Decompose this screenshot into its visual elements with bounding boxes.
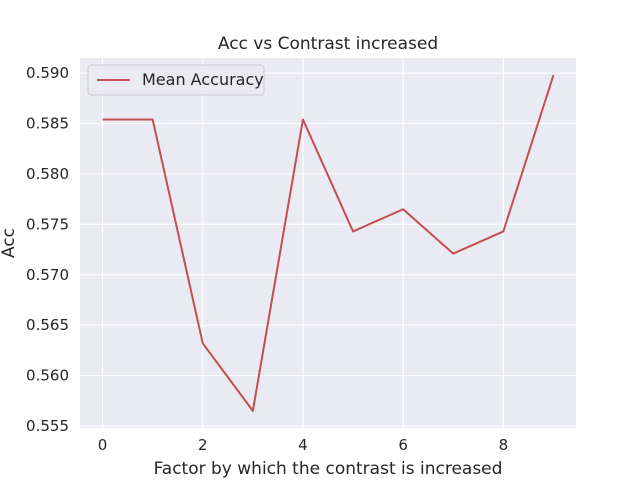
- y-tick-label: 0.565: [26, 316, 69, 334]
- legend-box: [87, 64, 265, 96]
- chart-title: Acc vs Contrast increased: [218, 34, 438, 54]
- x-tick-label: 4: [298, 436, 308, 454]
- y-tick-label: 0.580: [26, 165, 69, 183]
- series-layer: [102, 74, 555, 412]
- legend-label-mean-accuracy: Mean Accuracy: [142, 70, 264, 89]
- y-tick-label: 0.575: [26, 215, 69, 233]
- x-tick-label: 0: [98, 436, 108, 454]
- y-axis-label: Acc: [0, 228, 19, 258]
- y-tick-label: 0.560: [26, 367, 69, 385]
- legend: Mean Accuracy: [87, 64, 265, 96]
- x-tick-label: 8: [499, 436, 509, 454]
- x-tick-label: 6: [398, 436, 408, 454]
- y-axis-ticks: 0.555 0.560 0.565 0.570 0.575 0.580 0.585 0.590: [26, 64, 69, 435]
- y-tick-label: 0.555: [26, 417, 69, 435]
- plot-area: [80, 58, 576, 428]
- x-axis-label: Factor by which the contrast is increase…: [154, 459, 503, 479]
- x-tick-label: 2: [198, 436, 208, 454]
- series-line-mean-accuracy: [102, 74, 555, 412]
- x-axis-ticks: 0 2 4 6 8: [98, 436, 508, 454]
- y-tick-label: 0.590: [26, 64, 69, 82]
- y-tick-label: 0.570: [26, 266, 69, 284]
- y-tick-label: 0.585: [26, 115, 69, 133]
